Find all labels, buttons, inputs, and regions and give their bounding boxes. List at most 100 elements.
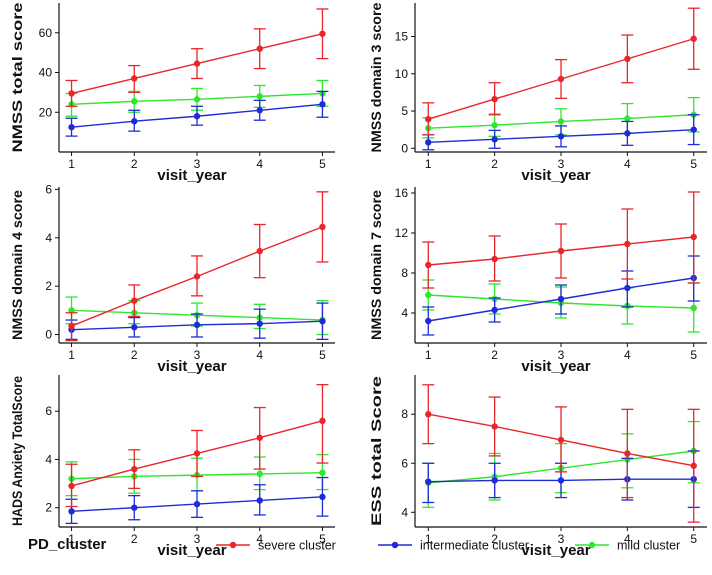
data-point — [690, 462, 697, 469]
chart-panel: 0 5 10 15 1 2 3 4 5 visit_year NMSS domain 3 score — [368, 2, 707, 184]
x-tick-label: 3 — [194, 157, 201, 171]
data-point — [690, 304, 697, 312]
legend-label: mild cluster — [617, 539, 680, 553]
y-tick-label: 4 — [45, 452, 52, 466]
data-point — [256, 107, 263, 114]
data-point — [319, 101, 326, 108]
legend-label: intermediate cluster — [420, 539, 529, 553]
x-tick-label: 4 — [256, 348, 263, 362]
x-tick-label: 3 — [558, 532, 565, 546]
x-tick-label: 1 — [68, 157, 75, 171]
series-severe — [65, 384, 329, 508]
x-axis-title: visit_year — [157, 167, 226, 184]
data-point — [256, 434, 263, 441]
data-point — [425, 317, 432, 325]
y-tick-label: 2 — [45, 279, 52, 293]
data-point — [557, 75, 565, 83]
y-tick-label: 4 — [401, 306, 408, 320]
data-point — [193, 321, 201, 329]
data-point — [256, 247, 263, 255]
y-tick-label: 10 — [395, 67, 409, 81]
data-point — [256, 93, 263, 100]
x-tick-label: 5 — [319, 348, 326, 362]
y-tick-label: 4 — [401, 505, 408, 519]
data-point — [624, 240, 631, 248]
data-point — [193, 113, 201, 120]
legend-item-intermediate: intermediate cluster — [378, 539, 529, 553]
y-tick-label: 16 — [395, 186, 409, 200]
y-tick-label: 6 — [45, 182, 52, 196]
series-severe — [422, 7, 700, 136]
data-point — [624, 450, 631, 457]
x-axis-title: visit_year — [521, 167, 590, 184]
legend-swatch-point — [391, 541, 399, 549]
legend-item-mild: mild cluster — [575, 539, 680, 553]
x-tick-label: 4 — [624, 157, 631, 171]
x-tick-label: 5 — [319, 532, 326, 546]
y-tick-label: 40 — [39, 66, 53, 80]
x-tick-label: 5 — [690, 532, 697, 546]
x-tick-label: 2 — [131, 532, 138, 546]
x-tick-label: 3 — [194, 348, 201, 362]
x-tick-label: 1 — [425, 157, 432, 171]
x-tick-label: 2 — [131, 157, 138, 171]
data-point — [690, 126, 697, 133]
data-point — [193, 96, 201, 103]
x-axis-title: visit_year — [521, 542, 590, 559]
data-point — [557, 436, 565, 444]
x-tick-label: 4 — [256, 532, 263, 546]
y-tick-label: 6 — [401, 456, 408, 470]
data-point — [256, 470, 263, 478]
series-intermediate — [65, 90, 329, 137]
x-tick-label: 3 — [558, 157, 565, 171]
data-point — [557, 133, 565, 140]
data-point — [624, 284, 631, 292]
data-point — [68, 307, 75, 314]
data-point — [491, 136, 498, 143]
data-point — [131, 297, 138, 304]
x-axis-title: visit_year — [157, 358, 226, 375]
y-axis-title: HADS Anxiety TotalScore — [9, 376, 25, 526]
legend-swatch-point — [229, 541, 237, 549]
y-tick-label: 4 — [45, 231, 52, 245]
y-tick-label: 6 — [45, 404, 52, 418]
y-tick-label: 8 — [401, 266, 408, 280]
data-point — [425, 139, 432, 146]
data-point — [690, 233, 697, 241]
x-tick-label: 5 — [690, 157, 697, 171]
data-point — [425, 411, 432, 418]
data-point — [131, 98, 138, 105]
data-point — [491, 121, 498, 129]
legend-title: PD_cluster — [28, 536, 107, 553]
data-point — [690, 35, 697, 42]
data-point — [491, 477, 498, 484]
series-severe — [65, 191, 329, 342]
data-point — [193, 500, 201, 508]
y-tick-label: 5 — [401, 104, 408, 118]
data-point — [131, 465, 138, 473]
data-point — [557, 118, 565, 125]
data-point — [624, 55, 631, 63]
data-point — [319, 318, 326, 325]
data-point — [256, 45, 263, 52]
x-tick-label: 4 — [624, 532, 631, 546]
y-axis-title: NMSS total score — [9, 2, 25, 152]
data-point — [256, 320, 263, 327]
data-point — [131, 75, 138, 82]
x-tick-label: 3 — [558, 348, 565, 362]
x-tick-label: 1 — [68, 532, 75, 546]
x-tick-label: 1 — [68, 348, 75, 362]
legend: PD_cluster severe cluster intermediate cl… — [28, 536, 680, 553]
y-tick-label: 8 — [401, 407, 408, 421]
x-tick-label: 1 — [425, 532, 432, 546]
y-tick-label: 0 — [45, 328, 52, 342]
data-point — [624, 115, 631, 122]
legend-swatch-point — [588, 541, 596, 549]
data-point — [193, 273, 201, 280]
data-point — [491, 423, 498, 430]
x-tick-label: 4 — [624, 348, 631, 362]
data-point — [68, 90, 75, 97]
data-point — [131, 324, 138, 331]
